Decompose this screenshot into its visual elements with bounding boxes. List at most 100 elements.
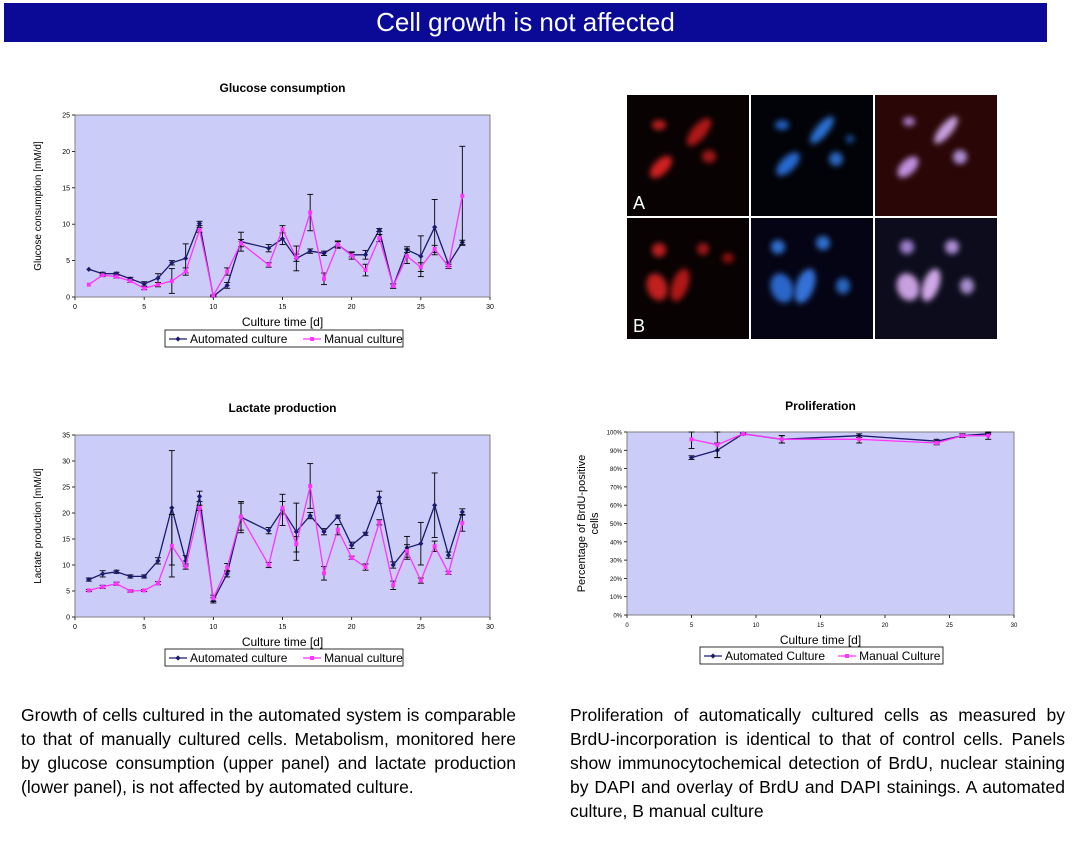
data-point-automated xyxy=(390,562,396,568)
x-tick-label: 10 xyxy=(209,624,217,631)
y-tick-label: 0 xyxy=(66,615,70,622)
data-point-manual xyxy=(225,565,230,570)
y-axis-label: Glucose consumption [mM/d] xyxy=(33,141,44,271)
legend-marker-automated xyxy=(175,336,181,342)
data-point-manual xyxy=(294,542,299,547)
legend-marker-automated xyxy=(710,653,716,659)
data-point-automated xyxy=(127,573,133,580)
y-tick-label: 10 xyxy=(62,563,70,570)
cell-nucleus xyxy=(953,150,967,164)
micrograph-a-overlay xyxy=(875,95,997,216)
data-point-manual xyxy=(349,253,354,258)
cell-nucleus xyxy=(829,152,843,166)
data-point-manual xyxy=(689,437,694,442)
x-tick-label: 0 xyxy=(73,624,77,631)
micrograph-label-b: B xyxy=(633,316,646,336)
data-point-manual xyxy=(114,581,119,586)
data-point-manual xyxy=(294,255,299,260)
data-point-manual xyxy=(460,520,465,525)
cell-nucleus xyxy=(846,135,854,143)
cell-nucleus xyxy=(646,152,676,182)
cell-nucleus xyxy=(917,266,945,304)
data-point-manual xyxy=(715,442,720,447)
data-point-manual xyxy=(169,543,174,548)
cell-nucleus xyxy=(652,243,666,257)
cell-nucleus xyxy=(772,148,804,180)
plot-area xyxy=(626,431,1015,616)
cell-nucleus xyxy=(682,114,716,150)
data-point-manual xyxy=(128,278,133,283)
data-point-manual xyxy=(280,227,285,232)
x-axis-label: Culture time [d] xyxy=(242,315,323,329)
x-tick-label: 5 xyxy=(142,624,146,631)
data-point-manual xyxy=(308,210,313,215)
x-tick-label: 0 xyxy=(73,304,77,311)
data-point-manual xyxy=(322,276,326,281)
data-point-manual xyxy=(308,483,313,488)
cell-nucleus xyxy=(775,120,789,130)
data-point-manual xyxy=(128,589,133,593)
x-axis-label: Culture time [d] xyxy=(242,635,323,649)
y-tick-label: 60% xyxy=(610,504,623,510)
x-tick-label: 25 xyxy=(946,623,953,629)
data-point-manual xyxy=(183,269,188,274)
data-point-manual xyxy=(446,264,451,269)
x-tick-label: 20 xyxy=(882,623,889,629)
data-point-automated xyxy=(86,576,92,583)
data-point-manual xyxy=(432,246,437,251)
data-point-manual xyxy=(225,269,230,274)
cell-nucleus xyxy=(702,150,716,163)
chart-title: Proliferation xyxy=(785,399,856,413)
page-title: Cell growth is not affected xyxy=(4,3,1047,42)
data-point-manual xyxy=(934,440,939,445)
cell-nucleus xyxy=(892,270,924,304)
data-point-automated xyxy=(376,227,382,233)
data-point-manual xyxy=(239,514,243,519)
legend-marker-automated xyxy=(175,655,181,661)
y-tick-label: 25 xyxy=(62,485,70,492)
data-point-automated xyxy=(321,250,327,256)
data-point-manual xyxy=(169,278,174,283)
legend-box xyxy=(164,329,404,348)
data-point-manual xyxy=(197,505,202,510)
legend-marker-manual xyxy=(310,656,315,660)
data-point-manual xyxy=(432,544,437,549)
data-point-manual xyxy=(741,431,746,436)
data-point-automated xyxy=(279,236,286,242)
y-tick-label: 10 xyxy=(62,222,70,229)
y-tick-label: 0% xyxy=(613,614,622,620)
y-tick-label: 100% xyxy=(607,431,623,437)
data-point-manual xyxy=(335,242,340,247)
cell-nucleus xyxy=(816,236,830,250)
cell-nucleus xyxy=(893,152,923,182)
y-tick-label: 90% xyxy=(610,449,623,455)
data-point-manual xyxy=(391,284,396,289)
y-tick-label: 50% xyxy=(610,522,623,528)
x-tick-label: 10 xyxy=(209,304,217,311)
y-tick-label: 10% xyxy=(610,595,623,601)
y-tick-label: 80% xyxy=(610,467,623,473)
data-point-manual xyxy=(142,588,147,593)
data-point-automated xyxy=(688,455,695,461)
cell-nucleus xyxy=(697,243,709,255)
cell-nucleus xyxy=(836,278,850,294)
plot-area xyxy=(74,114,491,298)
data-point-manual xyxy=(211,293,216,298)
data-point-manual xyxy=(349,555,354,560)
legend-label: Automated culture xyxy=(190,332,288,346)
data-point-manual xyxy=(363,565,368,570)
x-tick-label: 15 xyxy=(817,623,824,629)
micrograph-b-dapi xyxy=(751,218,873,339)
x-tick-label: 15 xyxy=(279,304,287,311)
data-point-automated xyxy=(141,281,147,287)
cell-nucleus xyxy=(903,117,915,126)
cell-nucleus xyxy=(666,266,694,304)
y-tick-label: 0 xyxy=(66,295,70,302)
data-point-manual xyxy=(405,254,409,259)
data-point-automated xyxy=(362,252,369,258)
data-point-automated xyxy=(362,531,369,537)
series-line-manual xyxy=(691,433,989,446)
y-tick-label: 35 xyxy=(62,433,70,440)
data-point-manual xyxy=(377,236,382,241)
x-tick-label: 5 xyxy=(142,304,146,311)
